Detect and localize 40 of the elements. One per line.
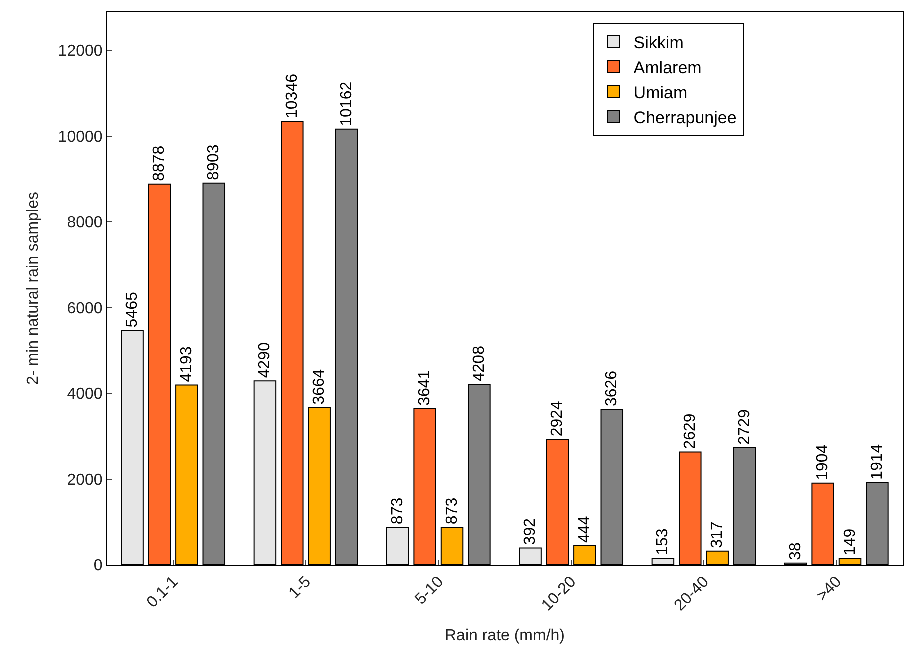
data-label: 149 bbox=[842, 528, 859, 556]
data-label: 10346 bbox=[284, 74, 301, 118]
legend-label: Cherrapunjee bbox=[634, 108, 737, 128]
data-label: 8878 bbox=[151, 146, 168, 182]
data-label: 444 bbox=[576, 516, 594, 543]
data-label: 1904 bbox=[814, 444, 832, 480]
y-tick-label: 6000 bbox=[67, 300, 103, 318]
data-label: 5465 bbox=[124, 292, 142, 328]
legend-label: Sikkim bbox=[634, 33, 684, 52]
data-label: 317 bbox=[709, 522, 726, 548]
data-label: 2629 bbox=[682, 414, 699, 450]
legend-label: Umiam bbox=[634, 83, 688, 102]
y-tick-label: 4000 bbox=[67, 386, 103, 404]
x-tick-label: 1-5 bbox=[286, 574, 315, 602]
y-tick-label: 12000 bbox=[58, 43, 103, 60]
data-label: 4208 bbox=[470, 346, 488, 382]
data-label: 392 bbox=[522, 518, 540, 546]
y-tick-label: 0 bbox=[94, 558, 103, 575]
data-label: 2729 bbox=[736, 409, 754, 446]
data-label: 153 bbox=[654, 528, 672, 556]
y-tick-label: 2000 bbox=[67, 472, 103, 489]
data-label: 3626 bbox=[604, 370, 621, 407]
x-tick-label: 5-10 bbox=[412, 574, 448, 608]
data-label: 4193 bbox=[178, 346, 196, 382]
data-label: 3664 bbox=[311, 369, 328, 405]
data-label: 38 bbox=[787, 542, 804, 560]
data-label: 873 bbox=[444, 498, 461, 525]
data-label: 3641 bbox=[416, 370, 434, 406]
data-label: 8903 bbox=[206, 144, 223, 180]
y-axis-title: 2- min natural rain samples bbox=[25, 192, 42, 385]
data-label: 2924 bbox=[549, 400, 566, 437]
data-label: 1914 bbox=[868, 444, 886, 480]
legend-label: Amlarem bbox=[634, 58, 702, 78]
data-label: 873 bbox=[389, 498, 406, 525]
x-axis-title: Rain rate (mm/h) bbox=[444, 627, 566, 644]
y-tick-label: 8000 bbox=[67, 214, 103, 232]
x-tick-label: >40 bbox=[814, 574, 846, 605]
data-label: 10162 bbox=[338, 82, 356, 126]
y-tick-label: 10000 bbox=[58, 128, 103, 146]
data-label: 4290 bbox=[256, 342, 274, 378]
